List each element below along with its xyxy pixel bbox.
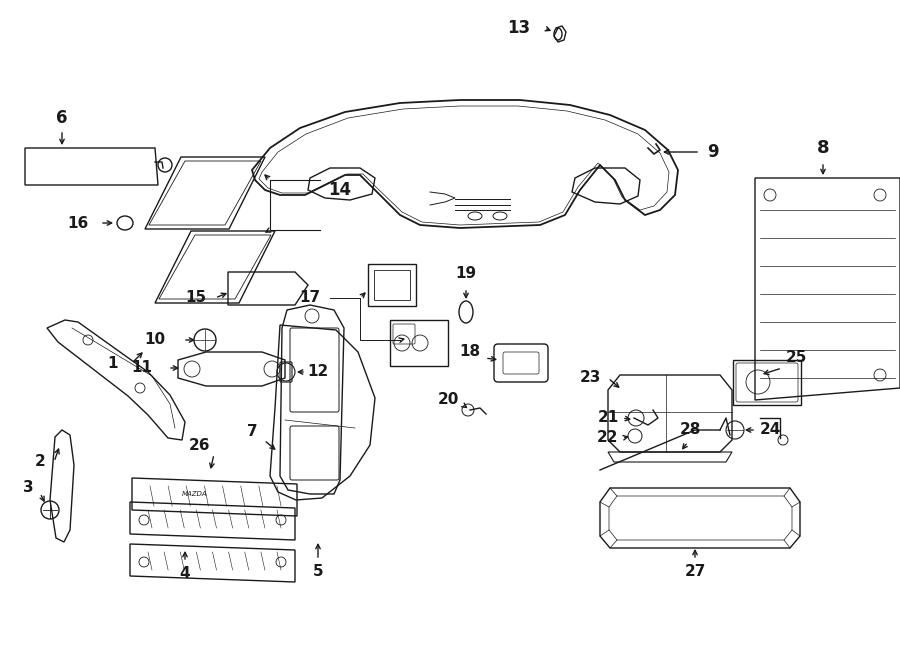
Text: MAZDA: MAZDA <box>182 491 208 497</box>
Bar <box>390 320 448 366</box>
Bar <box>733 360 801 405</box>
Text: 14: 14 <box>328 181 352 199</box>
Text: 7: 7 <box>247 424 257 440</box>
Text: 8: 8 <box>816 139 829 157</box>
Text: 10: 10 <box>144 332 166 348</box>
Text: 12: 12 <box>308 364 328 379</box>
Text: 27: 27 <box>684 564 706 580</box>
Text: 23: 23 <box>580 371 600 385</box>
Text: 6: 6 <box>56 109 68 127</box>
Text: 5: 5 <box>312 564 323 580</box>
Bar <box>374 270 410 300</box>
Text: 24: 24 <box>760 422 781 438</box>
Text: 4: 4 <box>180 566 190 582</box>
Text: 9: 9 <box>707 143 719 161</box>
Text: 1: 1 <box>108 356 118 371</box>
Text: 13: 13 <box>508 19 531 37</box>
Text: 22: 22 <box>598 430 619 446</box>
Text: 21: 21 <box>598 410 618 426</box>
Bar <box>368 264 416 306</box>
Text: 2: 2 <box>34 455 45 469</box>
Text: 3: 3 <box>22 481 33 496</box>
Text: 16: 16 <box>68 215 88 231</box>
Text: 18: 18 <box>459 344 480 360</box>
Text: 28: 28 <box>680 422 701 438</box>
Text: 25: 25 <box>786 350 807 366</box>
Text: 11: 11 <box>131 360 152 375</box>
Text: 20: 20 <box>437 393 459 407</box>
Text: 17: 17 <box>300 290 320 305</box>
Text: 19: 19 <box>455 266 477 282</box>
Text: 15: 15 <box>185 290 207 305</box>
Text: 26: 26 <box>189 438 211 453</box>
